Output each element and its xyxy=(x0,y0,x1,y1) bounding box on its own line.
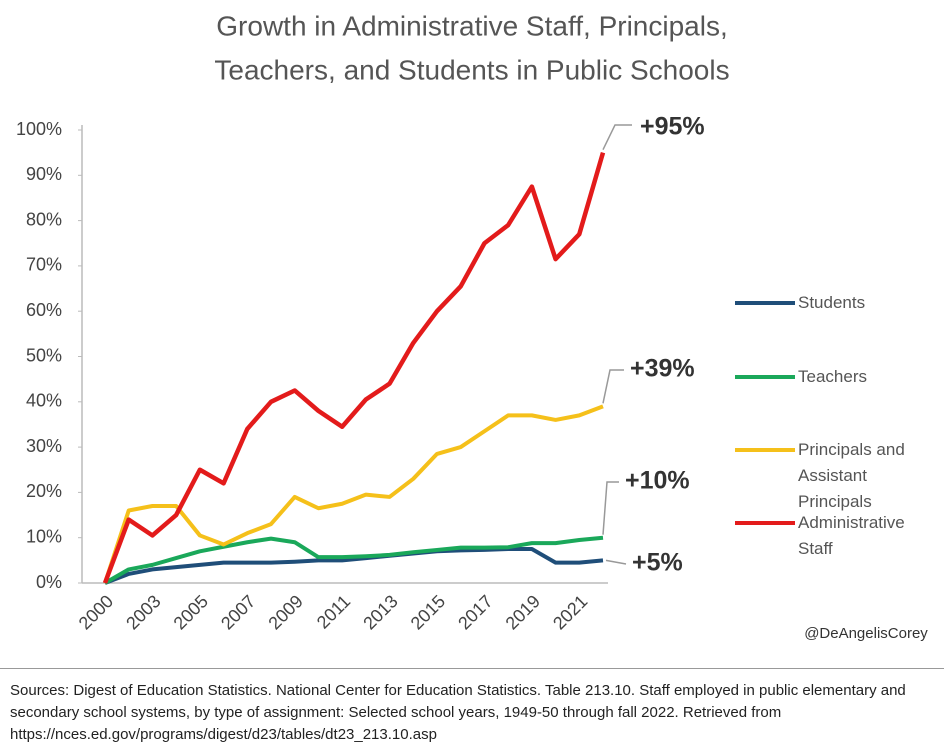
chart: Growth in Administrative Staff, Principa… xyxy=(16,10,928,642)
annotation: +39% xyxy=(630,355,695,383)
annotation-leader xyxy=(605,559,627,565)
x-tick-label: 2007 xyxy=(217,591,259,633)
annotation-leader xyxy=(602,481,619,535)
annotation: +5% xyxy=(632,549,683,577)
x-tick-label: 2009 xyxy=(264,591,306,633)
legend-label: Teachers xyxy=(798,367,867,386)
series-line xyxy=(104,547,604,585)
x-tick-label: 2011 xyxy=(313,591,355,633)
x-tick-label: 2003 xyxy=(122,591,164,633)
series-line xyxy=(104,535,604,585)
annotation-leader xyxy=(602,369,624,404)
y-tick-label: 70% xyxy=(26,255,62,275)
x-tick-label: 2021 xyxy=(549,591,591,633)
y-tick-label: 40% xyxy=(26,391,62,411)
credit: @DeAngelisCorey xyxy=(804,625,928,642)
y-tick-label: 80% xyxy=(26,209,62,229)
separator xyxy=(0,668,944,669)
y-tick-label: 60% xyxy=(26,300,62,320)
y-tick-label: 10% xyxy=(26,526,62,546)
x-tick-label: 2005 xyxy=(170,591,212,633)
series-line xyxy=(103,404,604,584)
y-tick-label: 90% xyxy=(26,164,62,184)
x-tick-label: 2013 xyxy=(359,591,401,633)
y-tick-label: 50% xyxy=(26,345,62,365)
annotation-leader xyxy=(602,124,632,150)
y-tick-label: 100% xyxy=(16,119,62,139)
legend-label: Administrative Staff xyxy=(798,513,905,558)
series-line xyxy=(102,152,606,584)
legend-label: Students xyxy=(798,293,866,312)
x-tick-label: 2017 xyxy=(454,591,496,633)
y-tick-label: 0% xyxy=(36,572,62,592)
x-tick-label: 2019 xyxy=(502,591,544,633)
x-tick-label: 2000 xyxy=(75,591,117,633)
source-note: Sources: Digest of Education Statistics.… xyxy=(10,682,906,743)
chart-title: Growth in Administrative Staff, Principa… xyxy=(216,10,727,41)
x-tick-label: 2015 xyxy=(407,591,449,633)
annotation: +95% xyxy=(640,113,705,141)
y-tick-label: 20% xyxy=(26,481,62,501)
legend-label: Principals and Assistant Principals xyxy=(798,440,905,511)
annotation: +10% xyxy=(625,467,690,495)
y-tick-label: 30% xyxy=(26,436,62,456)
chart-title: Teachers, and Students in Public Schools xyxy=(214,54,729,85)
